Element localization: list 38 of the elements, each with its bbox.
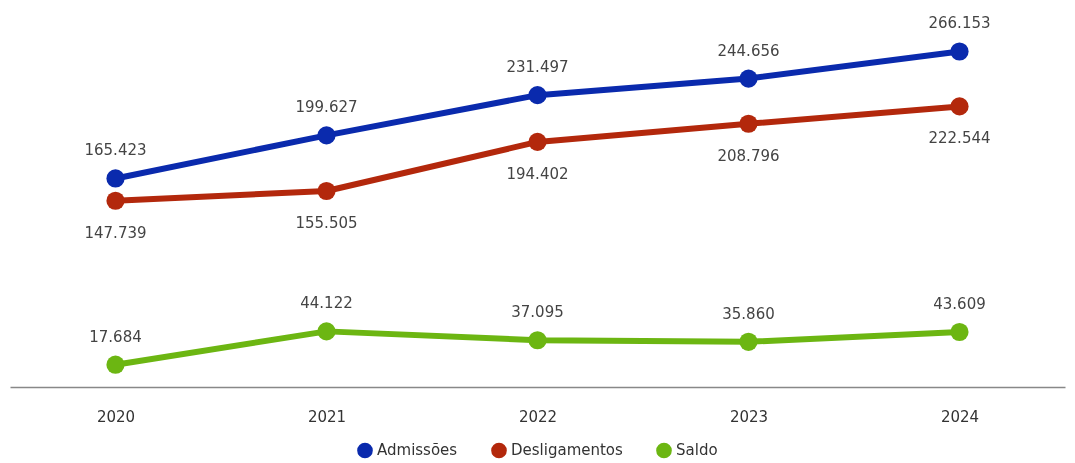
data-label: 17.684 [89,327,142,346]
point [950,42,969,61]
data-label: 266.153 [928,14,991,33]
point [528,331,547,350]
legend-label: Admissões [377,441,458,460]
point [739,332,758,351]
x-tick-label: 2024 [940,407,980,426]
point [950,97,969,116]
data-label: 147.739 [84,223,147,242]
data-label: 244.656 [717,41,780,60]
data-label: 35.860 [722,304,775,323]
data-label: 44.122 [300,294,353,313]
point [528,86,547,105]
point [106,355,125,374]
point [317,322,336,341]
data-label: 199.627 [295,98,358,117]
x-tick-label: 2022 [518,407,558,426]
data-label: 165.423 [84,141,147,160]
data-label: 222.544 [928,129,991,148]
x-tick-label: 2023 [729,407,769,426]
point [317,126,336,145]
x-tick-label: 2020 [96,407,136,426]
data-label: 208.796 [717,146,780,165]
data-label: 155.505 [295,213,358,232]
point [317,181,336,201]
x-tick-label: 2021 [307,407,347,426]
legend-label: Desligamentos [511,441,624,460]
point [739,69,758,88]
point [528,132,547,151]
point [106,191,125,210]
data-label: 231.497 [506,58,569,77]
legend-label: Saldo [676,441,718,460]
point [739,114,758,133]
point [106,169,125,188]
data-label: 37.095 [511,303,564,322]
data-label: 43.609 [933,295,986,314]
point [950,322,969,342]
data-label: 194.402 [506,164,569,183]
